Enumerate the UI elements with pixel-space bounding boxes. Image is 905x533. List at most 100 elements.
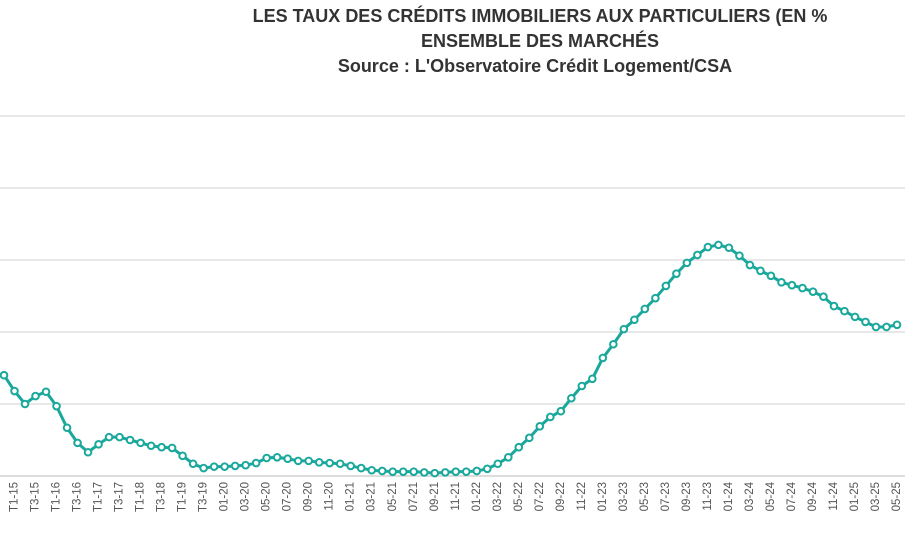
point bbox=[440, 468, 450, 477]
point bbox=[419, 468, 429, 477]
point bbox=[461, 467, 471, 476]
point bbox=[745, 260, 755, 270]
point bbox=[388, 467, 398, 476]
x-tick-label: 03-21 bbox=[366, 482, 378, 511]
point bbox=[840, 306, 849, 316]
point bbox=[525, 433, 534, 443]
x-tick-label: 05-25 bbox=[891, 482, 903, 511]
point bbox=[482, 464, 492, 474]
point bbox=[787, 280, 797, 290]
line bbox=[2, 243, 898, 475]
x-tick-label: 01-20 bbox=[219, 482, 231, 511]
point bbox=[398, 467, 408, 476]
x-tick-label: 01-24 bbox=[723, 481, 735, 511]
point bbox=[314, 458, 324, 467]
point bbox=[609, 339, 618, 349]
point bbox=[356, 463, 366, 473]
x-tick-label: 03-20 bbox=[240, 482, 252, 511]
point bbox=[335, 459, 345, 469]
x-tick-label: 07-23 bbox=[660, 482, 672, 511]
point bbox=[556, 406, 566, 416]
point bbox=[230, 461, 240, 471]
point bbox=[325, 458, 334, 468]
point bbox=[777, 278, 786, 287]
point bbox=[146, 441, 156, 451]
x-tick-label: T1-15 bbox=[9, 482, 21, 512]
point bbox=[115, 432, 124, 442]
x-tick-label: 03-25 bbox=[870, 482, 882, 511]
chart-title: ENSEMBLE DES MARCHÉS bbox=[421, 30, 659, 51]
point bbox=[735, 251, 744, 260]
point bbox=[20, 399, 30, 409]
x-tick-label: T1-18 bbox=[135, 482, 147, 512]
x-tick-label: 03-24 bbox=[744, 481, 756, 511]
x-tick-label: T1-19 bbox=[177, 482, 189, 512]
point bbox=[693, 250, 702, 260]
point bbox=[651, 293, 660, 303]
x-tick-label: 01-25 bbox=[849, 482, 861, 511]
point bbox=[0, 370, 9, 380]
x-tick-label: T1-16 bbox=[51, 482, 63, 512]
point bbox=[630, 315, 639, 325]
point bbox=[472, 466, 482, 476]
x-tick-label: T3-16 bbox=[72, 482, 84, 512]
x-tick-label: 01-22 bbox=[471, 482, 483, 511]
point bbox=[241, 460, 250, 470]
point bbox=[62, 423, 72, 433]
point bbox=[377, 466, 387, 476]
point bbox=[31, 391, 40, 401]
point bbox=[451, 467, 461, 476]
chart-source: Source : L'Observatoire Crédit Logement/… bbox=[338, 56, 732, 76]
point bbox=[703, 242, 713, 252]
x-tick-label: 09-21 bbox=[429, 482, 441, 511]
x-tick-label: 05-20 bbox=[261, 482, 273, 511]
point bbox=[52, 401, 61, 411]
point bbox=[577, 381, 587, 391]
point bbox=[73, 438, 82, 448]
point bbox=[514, 442, 524, 452]
point bbox=[756, 266, 765, 276]
x-tick-label: 11-24 bbox=[828, 481, 840, 510]
x-tick-label: 05-21 bbox=[387, 482, 399, 511]
point bbox=[220, 462, 229, 471]
point bbox=[661, 281, 671, 291]
x-tick-label: 05-23 bbox=[639, 482, 651, 511]
point bbox=[871, 322, 881, 332]
x-tick-label: T3-17 bbox=[114, 482, 126, 512]
point bbox=[83, 447, 93, 457]
x-tick-label: 11-21 bbox=[450, 482, 462, 511]
x-tick-label: 07-24 bbox=[786, 481, 798, 511]
point bbox=[157, 442, 166, 452]
point bbox=[493, 459, 503, 469]
point bbox=[188, 459, 198, 469]
x-tick-label: 11-20 bbox=[324, 482, 336, 511]
x-tick-label: T1-17 bbox=[93, 482, 105, 512]
point bbox=[272, 452, 282, 462]
point bbox=[535, 422, 545, 431]
point bbox=[283, 454, 292, 464]
point bbox=[178, 451, 187, 461]
chart-title: LES TAUX DES CRÉDITS IMMOBILIERS AUX PAR… bbox=[253, 5, 828, 26]
point bbox=[672, 269, 681, 278]
point bbox=[892, 320, 902, 330]
x-tick-label: 09-23 bbox=[681, 482, 693, 511]
point bbox=[430, 468, 440, 478]
x-tick-label: 07-20 bbox=[282, 482, 294, 511]
x-tick-label: 01-23 bbox=[597, 482, 609, 511]
point bbox=[714, 240, 723, 250]
point bbox=[199, 463, 208, 473]
point bbox=[167, 443, 177, 453]
x-tick-label: 05-24 bbox=[765, 481, 777, 511]
point bbox=[546, 412, 555, 422]
point bbox=[41, 387, 51, 397]
x-tick-label: T3-18 bbox=[156, 482, 168, 512]
x-tick-label: 03-23 bbox=[618, 482, 630, 511]
point bbox=[10, 386, 19, 396]
point bbox=[850, 312, 860, 322]
x-tick-label: 03-22 bbox=[492, 482, 504, 511]
point bbox=[567, 393, 576, 403]
point bbox=[766, 271, 776, 281]
x-tick-label: 07-22 bbox=[534, 482, 546, 511]
x-tick-label: 09-22 bbox=[555, 482, 567, 511]
